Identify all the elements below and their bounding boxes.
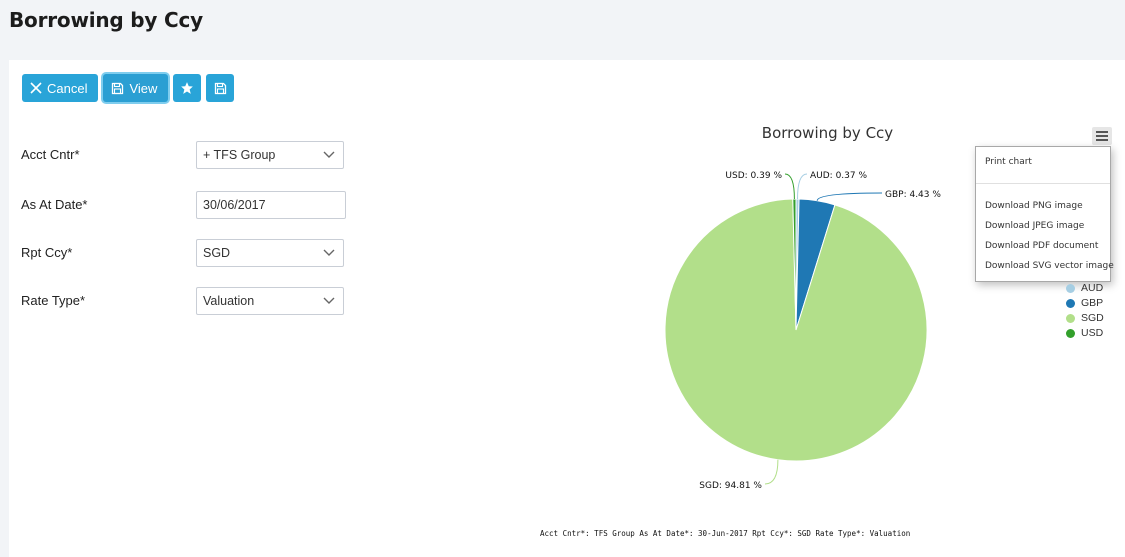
rpt-ccy-row: Rpt Ccy* SGD [21,239,351,267]
rpt-ccy-select[interactable]: SGD [196,239,344,267]
data-label-gbp: GBP: 4.43 % [885,190,941,200]
menu-item-svg[interactable]: Download SVG vector image [985,261,1114,271]
legend-item-usd[interactable]: USD [1066,326,1103,340]
menu-item-pdf[interactable]: Download PDF document [985,241,1099,251]
legend-dot [1066,283,1075,293]
acct-cntr-value: + TFS Group [203,148,276,162]
floppy-disk-icon [214,82,227,94]
menu-item-print[interactable]: Print chart [985,157,1032,167]
rate-type-value: Valuation [203,294,255,308]
data-label-aud: AUD: 0.37 % [810,171,867,181]
acct-cntr-select[interactable]: + TFS Group [196,141,344,169]
legend-label: USD [1081,327,1104,339]
legend-label: GBP [1081,297,1104,309]
view-button[interactable]: View [103,74,169,102]
acct-cntr-row: Acct Cntr* + TFS Group [21,141,351,169]
hamburger-icon [1096,135,1108,137]
close-icon [30,82,42,94]
hamburger-icon [1096,139,1108,141]
as-at-date-value: 30/06/2017 [203,198,266,212]
data-label-connector [797,173,808,200]
rpt-ccy-label: Rpt Ccy* [21,245,73,260]
rate-type-label: Rate Type* [21,293,86,308]
rate-type-select[interactable]: Valuation [196,287,344,315]
legend-label: SGD [1081,312,1104,324]
save-button[interactable] [206,74,235,102]
data-label-connector [816,192,883,201]
data-label-usd: USD: 0.39 % [725,171,782,181]
as-at-date-label: As At Date* [21,197,88,212]
legend-item-aud[interactable]: AUD [1066,281,1103,295]
legend-item-gbp[interactable]: GBP [1066,296,1103,310]
chevron-down-icon [323,151,335,158]
acct-cntr-label: Acct Cntr* [21,147,80,162]
floppy-disk-icon [112,82,124,94]
pie-chart: AUD: 0.37 % GBP: 4.43 % SGD: 94.81 % USD: 0… [664,171,941,491]
chart-footnote: Acct Cntr*: TFS Group As At Date*: 30-Ju… [540,529,911,538]
menu-item-jpeg[interactable]: Download JPEG image [985,221,1085,231]
page-title: Borrowing by Ccy [9,8,203,32]
data-label-sgd: SGD: 94.81 % [699,481,762,491]
legend-label: AUD [1081,282,1104,294]
pie-slice-sgd[interactable] [664,198,928,462]
chart-container: Borrowing by Ccy AUD: 0.37 % GBP: 4.43 % S… [590,60,1125,557]
as-at-date-row: As At Date* 30/06/2017 [21,191,351,219]
menu-separator [976,183,1110,184]
legend-dot [1066,328,1075,338]
rpt-ccy-value: SGD [203,246,231,260]
cancel-button[interactable]: Cancel [22,74,99,102]
export-menu: Print chart Download PNG image Download … [975,146,1114,282]
chevron-down-icon [323,249,335,256]
menu-item-png[interactable]: Download PNG image [985,201,1083,211]
data-label-connector [764,459,779,485]
chart-menu-button[interactable] [1092,127,1112,145]
view-button-label: View [129,80,158,96]
as-at-date-input[interactable]: 30/06/2017 [196,191,346,219]
main-card: Cancel View Acct Cntr* [9,60,1125,557]
rate-type-row: Rate Type* Valuation [21,287,351,315]
legend-item-sgd[interactable]: SGD [1066,311,1104,325]
hamburger-icon [1096,131,1108,133]
chevron-down-icon [323,297,335,304]
legend-dot [1066,298,1075,308]
legend-dot [1066,313,1075,323]
cancel-button-label: Cancel [47,80,88,96]
data-label-connector [784,173,795,200]
chart-title: Borrowing by Ccy [761,124,894,142]
star-icon [181,82,194,94]
toolbar: Cancel View [22,74,235,102]
favorite-button[interactable] [173,74,202,102]
